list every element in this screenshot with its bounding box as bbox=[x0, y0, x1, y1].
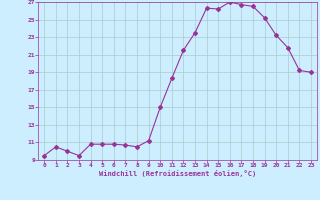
X-axis label: Windchill (Refroidissement éolien,°C): Windchill (Refroidissement éolien,°C) bbox=[99, 170, 256, 177]
